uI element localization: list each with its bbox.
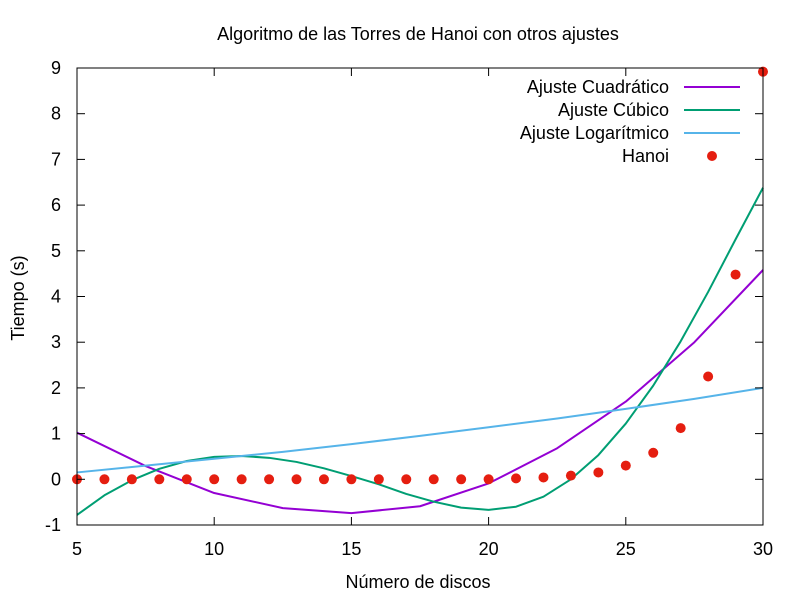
data-point-hanoi bbox=[99, 474, 110, 485]
data-point-hanoi bbox=[401, 474, 412, 485]
data-point-hanoi bbox=[565, 470, 576, 481]
data-point-hanoi bbox=[318, 474, 329, 485]
data-point-hanoi bbox=[291, 474, 302, 485]
y-tick-label: 5 bbox=[51, 241, 61, 261]
data-point-hanoi bbox=[126, 474, 137, 485]
data-point-hanoi bbox=[593, 467, 604, 478]
x-axis-label: Número de discos bbox=[345, 572, 490, 592]
y-tick-label: 8 bbox=[51, 104, 61, 124]
data-point-hanoi bbox=[620, 460, 631, 471]
series-line-ajuste-logaritmico bbox=[76, 386, 764, 474]
data-point-hanoi bbox=[511, 473, 522, 484]
y-tick-label: 3 bbox=[51, 332, 61, 352]
y-tick-label: 1 bbox=[51, 424, 61, 444]
legend-label-hanoi: Hanoi bbox=[622, 146, 669, 166]
x-tick-label: 30 bbox=[753, 539, 773, 559]
y-tick-label: 4 bbox=[51, 287, 61, 307]
x-tick-label: 25 bbox=[616, 539, 636, 559]
data-point-hanoi bbox=[209, 474, 220, 485]
data-point-hanoi bbox=[730, 269, 741, 280]
y-tick-label: 6 bbox=[51, 195, 61, 215]
plot-frame bbox=[76, 67, 764, 526]
y-tick-label: 9 bbox=[51, 58, 61, 78]
chart-title: Algoritmo de las Torres de Hanoi con otr… bbox=[217, 24, 619, 44]
data-point-hanoi bbox=[675, 423, 686, 434]
series-line-ajuste-cuadratico bbox=[76, 269, 764, 515]
data-point-hanoi bbox=[538, 472, 549, 483]
y-tick-label: 7 bbox=[51, 149, 61, 169]
x-tick-label: 20 bbox=[479, 539, 499, 559]
y-tick-label: 2 bbox=[51, 378, 61, 398]
y-tick-label: -1 bbox=[45, 515, 61, 535]
ticks-layer: 5 10 15 20 25 30 -1 0 1 2 3 4 5 6 7 8 9 bbox=[45, 58, 773, 559]
legend: Ajuste Cuadrático Ajuste Cúbico Ajuste Log… bbox=[520, 77, 740, 166]
data-point-hanoi bbox=[346, 474, 357, 485]
data-point-hanoi bbox=[456, 474, 467, 485]
data-point-hanoi bbox=[428, 474, 439, 485]
data-point-hanoi bbox=[181, 474, 192, 485]
data-point-hanoi bbox=[264, 474, 275, 485]
legend-label-ajuste-cuadratico: Ajuste Cuadrático bbox=[527, 77, 669, 97]
data-point-hanoi bbox=[648, 447, 659, 458]
data-point-hanoi bbox=[154, 474, 165, 485]
legend-label-ajuste-logaritmico: Ajuste Logarítmico bbox=[520, 123, 669, 143]
x-tick-label: 15 bbox=[341, 539, 361, 559]
series-layer bbox=[72, 66, 768, 516]
data-point-hanoi bbox=[236, 474, 247, 485]
y-axis-label: Tiempo (s) bbox=[8, 255, 28, 340]
x-tick-label: 10 bbox=[204, 539, 224, 559]
series-line-ajuste-cubico bbox=[76, 187, 764, 516]
legend-label-ajuste-cubico: Ajuste Cúbico bbox=[558, 100, 669, 120]
data-point-hanoi bbox=[373, 474, 384, 485]
legend-swatch-hanoi bbox=[707, 151, 717, 161]
data-point-hanoi bbox=[483, 474, 494, 485]
y-tick-label: 0 bbox=[51, 469, 61, 489]
data-point-hanoi bbox=[703, 371, 714, 382]
x-tick-label: 5 bbox=[72, 539, 82, 559]
